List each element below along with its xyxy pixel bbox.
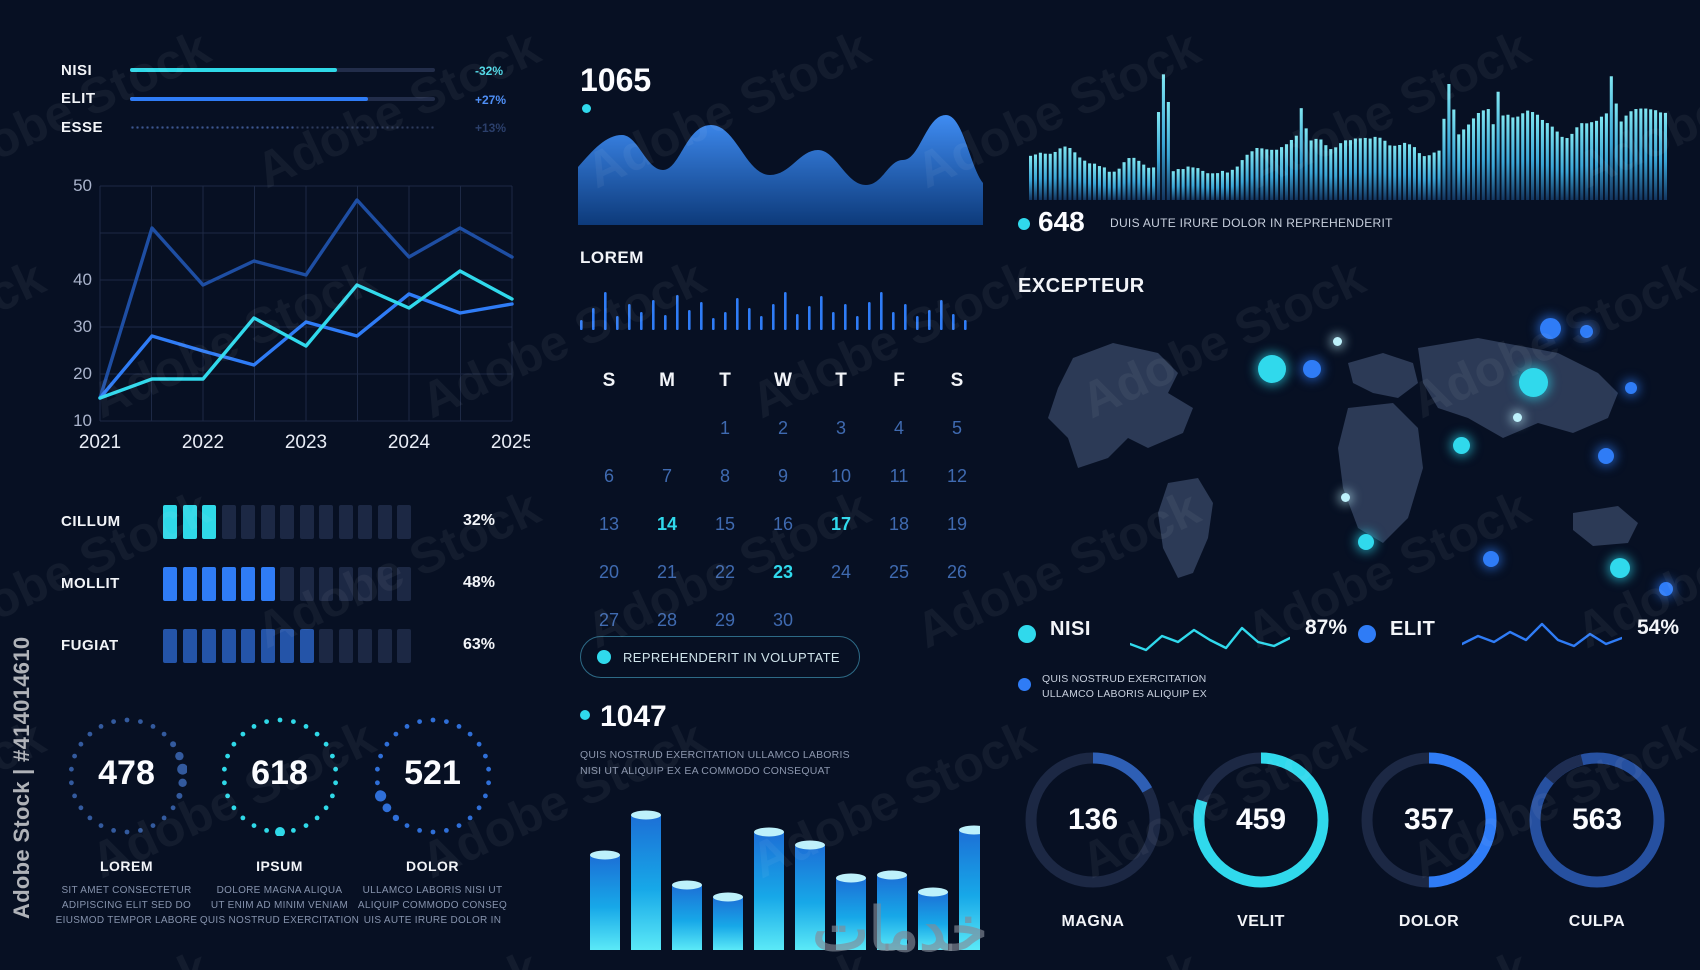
svg-text:2022: 2022 <box>182 432 224 453</box>
svg-text:40: 40 <box>73 270 92 289</box>
svg-text:2023: 2023 <box>285 432 327 453</box>
svg-text:10: 10 <box>73 411 92 430</box>
svg-text:20: 20 <box>73 364 92 383</box>
svg-text:50: 50 <box>73 178 92 195</box>
svg-text:2021: 2021 <box>79 432 121 453</box>
svg-text:2024: 2024 <box>388 432 431 453</box>
svg-text:2025: 2025 <box>491 432 530 453</box>
svg-text:30: 30 <box>73 317 92 336</box>
